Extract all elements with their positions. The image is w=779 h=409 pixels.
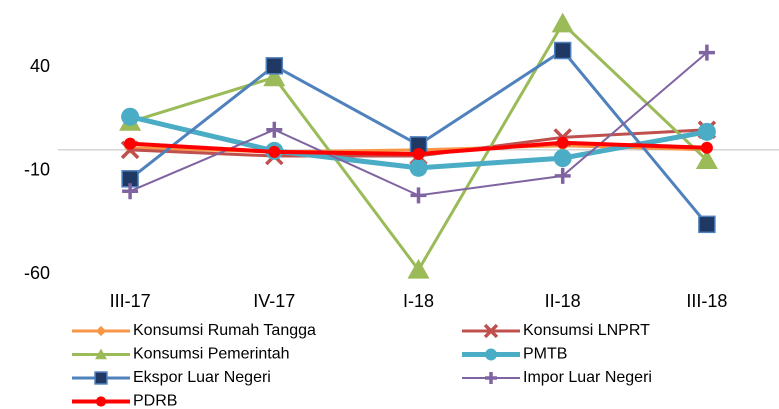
marker: [556, 136, 569, 149]
marker: [412, 147, 425, 160]
legend-label: Konsumsi LNPRT: [523, 322, 650, 339]
series: [121, 41, 716, 234]
marker: [483, 323, 499, 339]
marker: [95, 348, 107, 360]
marker: [698, 44, 715, 61]
marker: [407, 258, 430, 279]
x-tick-label: III-17: [110, 291, 151, 311]
x-tick-label: III-18: [686, 291, 727, 311]
marker: [551, 12, 574, 33]
marker: [553, 41, 572, 60]
marker: [695, 149, 718, 169]
marker: [554, 167, 571, 184]
marker: [95, 396, 107, 407]
legend-entry: PMTB: [462, 346, 567, 363]
x-tick-label: II-18: [545, 291, 581, 311]
marker: [94, 371, 108, 385]
marker: [485, 348, 497, 361]
marker: [124, 137, 137, 150]
x-tick-label: I-18: [403, 291, 434, 311]
marker: [122, 183, 139, 200]
marker: [553, 149, 572, 168]
legend-entry: Konsumsi LNPRT: [462, 322, 650, 339]
y-tick-label: -10: [24, 159, 50, 179]
marker: [265, 57, 284, 75]
legend-entry: Konsumsi Rumah Tangga: [72, 322, 316, 339]
marker: [409, 158, 428, 177]
marker: [697, 122, 716, 141]
legend-entry: Impor Luar Negeri: [462, 369, 652, 386]
y-tick-label: -60: [24, 263, 50, 283]
legend-entry: Ekspor Luar Negeri: [72, 369, 271, 386]
marker: [266, 121, 283, 138]
marker: [700, 141, 713, 154]
series: [124, 136, 713, 160]
marker: [485, 372, 497, 384]
y-tick-label: 40: [30, 56, 50, 76]
series: [122, 44, 715, 204]
marker: [121, 107, 140, 126]
legend-label: PDRB: [133, 393, 177, 409]
x-tick-label: IV-17: [253, 291, 295, 311]
legend-label: PMTB: [523, 346, 567, 363]
marker: [263, 66, 286, 87]
legend-label: Konsumsi Pemerintah: [133, 346, 290, 363]
marker: [95, 325, 107, 337]
legend-entry: Konsumsi Pemerintah: [72, 346, 290, 363]
legend-label: Impor Luar Negeri: [523, 369, 652, 386]
legend-entry: PDRB: [72, 393, 177, 409]
marker: [698, 215, 716, 234]
marker: [410, 187, 427, 204]
legend-label: Ekspor Luar Negeri: [133, 369, 271, 386]
marker: [268, 145, 281, 158]
legend-label: Konsumsi Rumah Tangga: [133, 322, 316, 339]
